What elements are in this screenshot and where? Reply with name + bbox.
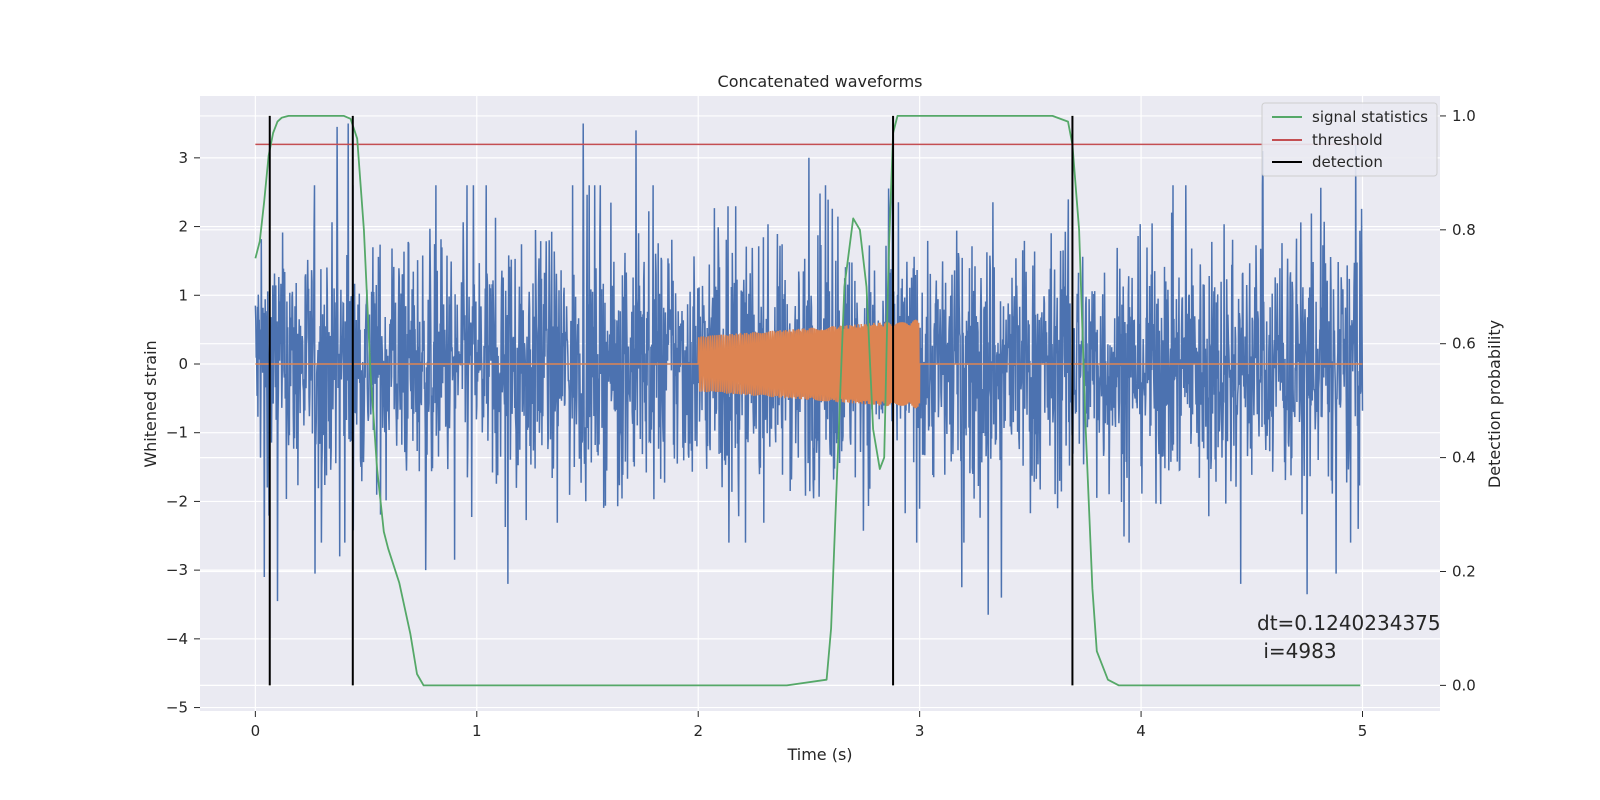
x-tick-label: 3: [915, 722, 925, 740]
y-tick-label: −5: [166, 699, 188, 717]
y-tick-label: −3: [166, 561, 188, 579]
x-tick-label: 4: [1136, 722, 1146, 740]
y2-tick-label: 0.8: [1452, 221, 1476, 239]
legend-box: [1261, 102, 1438, 177]
y-tick-label: −4: [166, 630, 188, 648]
y-tick-label: −2: [166, 492, 188, 510]
injection-series: [255, 319, 1363, 409]
y2-axis-label: Detection probability: [1485, 320, 1504, 488]
y-axis-label: Whitened strain: [141, 340, 160, 467]
chart-title: Concatenated waveforms: [718, 72, 923, 91]
y2-tick-label: 1.0: [1452, 107, 1476, 125]
y2-tick-label: 0.6: [1452, 335, 1476, 353]
signal-statistics-line: [254, 115, 1361, 687]
x-tick-label: 2: [693, 722, 703, 740]
y-tick-label: 3: [178, 149, 188, 167]
x-tick-label: 0: [251, 722, 261, 740]
y-axis-ticks: −5 −4 −3 −2 −1 0 1 2 3: [166, 149, 200, 717]
legend-label-threshold: threshold: [1312, 131, 1383, 149]
signal-statistics-series: [254, 115, 1361, 687]
annotation-index: i=4983: [1257, 639, 1337, 663]
legend-label-signal-statistics: signal statistics: [1312, 108, 1428, 126]
annotation-dt: dt=0.1240234375: [1257, 611, 1441, 635]
x-tick-label: 5: [1358, 722, 1368, 740]
y-tick-label: 1: [178, 286, 188, 304]
legend-label-detection: detection: [1312, 153, 1383, 171]
strain-line: [254, 123, 1364, 615]
injection-line: [255, 319, 1363, 409]
y-tick-label: 2: [178, 218, 188, 236]
y2-tick-label: 0.4: [1452, 449, 1476, 467]
y2-tick-label: 0.2: [1452, 562, 1476, 580]
y-tick-label: −1: [166, 424, 188, 442]
y2-axis-ticks: 0.0 0.2 0.4 0.6 0.8 1.0: [1440, 107, 1476, 694]
y-tick-label: 0: [178, 355, 188, 373]
strain-series: [254, 123, 1364, 615]
y2-tick-label: 0.0: [1452, 676, 1476, 694]
x-axis-label: Time (s): [786, 745, 852, 764]
legend: signal statistics threshold detection: [1261, 102, 1438, 177]
x-tick-label: 1: [472, 722, 482, 740]
x-axis-ticks: 0 1 2 3 4 5: [251, 711, 1368, 740]
detection-series: [268, 115, 1074, 686]
